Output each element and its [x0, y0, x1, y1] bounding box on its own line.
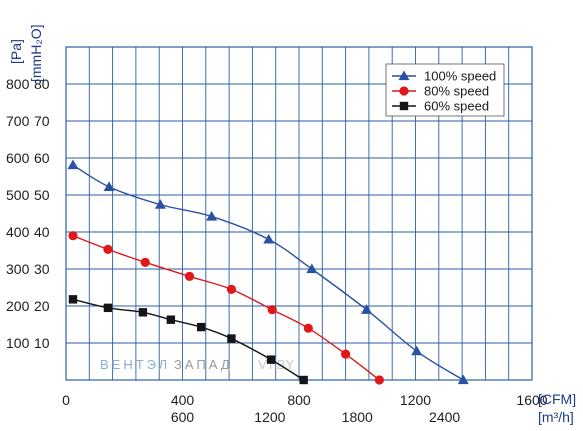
- data-point: [103, 244, 113, 254]
- x-unit-m3h: [m³/h]: [538, 409, 574, 425]
- y-tick-label-pa: 400: [6, 224, 30, 240]
- x-tick-label-cfm: 800: [287, 392, 311, 408]
- data-point: [196, 322, 206, 332]
- data-point: [138, 308, 148, 317]
- y-unit-mmh2o: [mmH₂O]: [28, 24, 44, 82]
- data-point: [68, 231, 78, 241]
- y-tick-label-mmh2o: 40: [34, 224, 50, 240]
- legend-item: 100% speed: [392, 69, 496, 84]
- watermark-part2: ЗАПАД: [174, 357, 233, 372]
- data-point: [361, 304, 373, 314]
- legend-label: 60% speed: [424, 99, 489, 114]
- series-2: [68, 231, 384, 385]
- x-tick-label-cfm: 400: [171, 392, 195, 408]
- x-unit-cfm: [CFM]: [538, 391, 576, 407]
- y-tick-label-pa: 200: [6, 298, 30, 314]
- y-tick-label-mmh2o: 50: [34, 187, 50, 203]
- x-tick-label-m3h: 1200: [254, 409, 285, 425]
- x-tick-label-cfm: 1200: [400, 392, 431, 408]
- data-point: [374, 375, 384, 385]
- y-tick-label-mmh2o: 30: [34, 261, 50, 277]
- data-point: [341, 349, 351, 359]
- legend-marker: [399, 86, 409, 96]
- y-tick-label-mmh2o: 60: [34, 150, 50, 166]
- y-tick-label-pa: 600: [6, 150, 30, 166]
- watermark-part3: VT.BY: [258, 357, 294, 372]
- plot-frame: [65, 46, 533, 381]
- x-tick-label-cfm: 1600: [516, 392, 547, 408]
- y-tick-label-pa: 800: [6, 76, 30, 92]
- x-tick-label-m3h: 600: [171, 409, 195, 425]
- data-point: [103, 181, 115, 191]
- data-point: [68, 295, 78, 304]
- data-point: [206, 210, 218, 221]
- y-unit-pa: [Pa]: [8, 39, 24, 64]
- data-point: [154, 199, 166, 209]
- series-1: [67, 159, 469, 385]
- y-tick-label-pa: 300: [6, 261, 30, 277]
- data-point: [457, 374, 469, 385]
- data-point: [303, 323, 313, 333]
- y-tick-label-pa: 100: [6, 335, 30, 351]
- data-point: [227, 334, 236, 343]
- series-3: [68, 295, 308, 385]
- data-point: [166, 315, 176, 324]
- data-point: [266, 355, 276, 364]
- y-tick-label-mmh2o: 10: [34, 335, 50, 351]
- y-tick-label-mmh2o: 80: [34, 76, 50, 92]
- legend-item: 60% speed: [392, 99, 489, 114]
- data-point: [184, 271, 195, 281]
- legend-label: 100% speed: [424, 69, 496, 84]
- legend-item: 80% speed: [392, 84, 489, 99]
- y-tick-label-mmh2o: 70: [34, 113, 50, 129]
- x-tick-label-m3h: 1800: [342, 409, 373, 425]
- series-layer: [67, 159, 469, 385]
- data-point: [226, 284, 237, 294]
- data-point: [263, 233, 275, 244]
- data-point: [67, 159, 79, 170]
- plot-grid: [65, 46, 533, 381]
- data-point: [103, 303, 113, 313]
- data-point: [411, 345, 423, 356]
- legend-marker: [398, 70, 410, 81]
- watermark: ВЕНТЭЛ ЗАПАД VT.BY: [100, 357, 294, 372]
- data-point: [299, 375, 308, 385]
- y-tick-label-mmh2o: 20: [34, 298, 50, 314]
- y-tick-labels: 800 700 600 500 400 300 200 100 80 70 60 50 40 30 20 10: [6, 76, 50, 351]
- data-point: [306, 263, 318, 274]
- legend-marker: [399, 101, 409, 111]
- x-tick-label-cfm: 0: [62, 392, 70, 408]
- y-tick-label-pa: 700: [6, 113, 30, 129]
- watermark-part1: ВЕНТЭЛ: [100, 357, 170, 372]
- data-point: [267, 305, 277, 315]
- y-tick-label-pa: 500: [6, 187, 30, 203]
- x-tick-label-m3h: 2400: [429, 409, 460, 425]
- legend-label: 80% speed: [424, 84, 489, 99]
- data-point: [140, 257, 150, 267]
